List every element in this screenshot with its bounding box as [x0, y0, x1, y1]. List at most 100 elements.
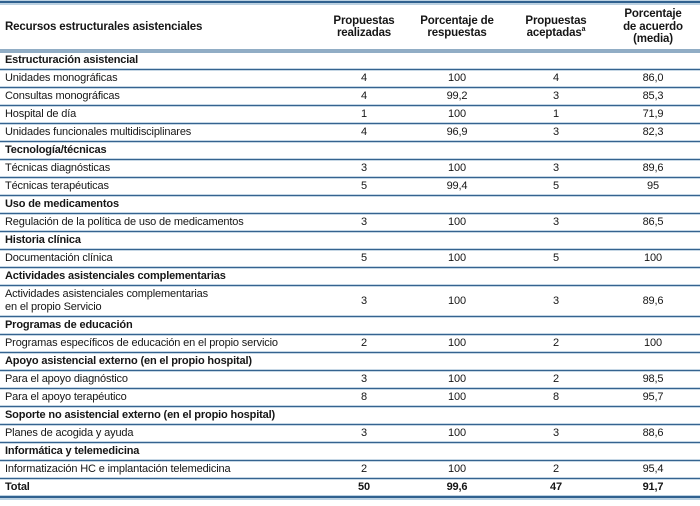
- row-value: 85,3: [642, 90, 664, 102]
- column-header-porcentaje-respuestas: Porcentaje de respuestas: [420, 14, 494, 40]
- row-divider: [0, 387, 700, 390]
- row-label: Técnicas diagnósticas: [5, 162, 111, 174]
- row-value: 8: [361, 391, 367, 403]
- row-value: 2: [553, 373, 559, 385]
- row-value: 5: [553, 180, 559, 192]
- row-value: 100: [448, 294, 466, 307]
- table-row: Para el apoyo terapéutico 8 100 8 95,7: [0, 390, 700, 405]
- row-divider: [0, 140, 700, 143]
- row-value: 99,4: [446, 180, 468, 192]
- footnote-marker-a: a: [581, 26, 586, 34]
- row-value: 3: [361, 216, 367, 228]
- table-row: Para el apoyo diagnóstico 3 100 2 98,5: [0, 372, 700, 387]
- row-value: 3: [553, 162, 559, 174]
- row-value: 3: [553, 126, 559, 138]
- row-label: Historia clínica: [5, 234, 81, 246]
- row-divider: [0, 104, 700, 107]
- row-divider: [0, 284, 700, 287]
- row-value: 3: [553, 427, 559, 439]
- row-divider: [0, 315, 700, 318]
- row-value: 96,9: [446, 126, 468, 138]
- row-value: 1: [553, 108, 559, 120]
- row-value: 100: [448, 72, 466, 84]
- table-row: Regulación de la política de uso de medi…: [0, 215, 700, 230]
- table-row: Informatización HC e implantación teleme…: [0, 462, 700, 477]
- table-row: Actividades asistenciales complementaria…: [0, 269, 700, 284]
- table-row: Uso de medicamentos: [0, 197, 700, 212]
- row-label: Hospital de día: [5, 108, 77, 120]
- table-row: Soporte no asistencial externo (en el pr…: [0, 408, 700, 423]
- row-divider: [0, 176, 700, 179]
- row-divider: [0, 351, 700, 354]
- row-value: 95,4: [642, 463, 664, 475]
- row-value: 3: [361, 294, 367, 307]
- row-value: 2: [553, 337, 559, 349]
- row-value: 5: [361, 180, 367, 192]
- row-label: Documentación clínica: [5, 252, 113, 264]
- row-value: 100: [448, 463, 466, 475]
- row-divider: [0, 158, 700, 161]
- row-value: 5: [553, 252, 559, 264]
- table-row: Actividades asistenciales complementaria…: [0, 287, 700, 315]
- row-value: 86,0: [642, 72, 664, 84]
- row-value: 5: [361, 252, 367, 264]
- row-value: 50: [358, 481, 370, 493]
- row-divider: [0, 266, 700, 269]
- table-row: Técnicas diagnósticas 3 100 3 89,6: [0, 161, 700, 176]
- row-value: 100: [644, 337, 662, 349]
- row-label: Total: [5, 481, 30, 493]
- column-header-recursos: Recursos estructurales asistenciales: [5, 20, 203, 33]
- row-divider: [0, 86, 700, 89]
- table-top-rule: [0, 0, 700, 5]
- row-label: Apoyo asistencial externo (en el propio …: [5, 355, 252, 367]
- row-value: 100: [448, 252, 466, 264]
- row-divider: [0, 122, 700, 125]
- row-value: 2: [361, 463, 367, 475]
- row-value: 99,2: [446, 90, 468, 102]
- row-value: 71,9: [642, 108, 664, 120]
- row-label: Informatización HC e implantación teleme…: [5, 463, 231, 475]
- table-row: Consultas monográficas 4 99,2 3 85,3: [0, 89, 700, 104]
- row-divider: [0, 369, 700, 372]
- row-value: 89,6: [642, 162, 664, 174]
- table-row: Programas específicos de educación en el…: [0, 336, 700, 351]
- row-label: Programas específicos de educación en el…: [5, 337, 278, 349]
- row-value: 4: [361, 90, 367, 102]
- row-value: 100: [448, 373, 466, 385]
- row-divider: [0, 459, 700, 462]
- row-value: 4: [361, 126, 367, 138]
- row-label: Actividades asistenciales complementaria…: [5, 270, 226, 282]
- header-rule: [0, 49, 700, 53]
- row-divider: [0, 333, 700, 336]
- row-value: 98,5: [642, 373, 664, 385]
- row-value: 4: [361, 72, 367, 84]
- row-label: Para el apoyo terapéutico: [5, 391, 127, 403]
- table-row: Unidades monográficas 4 100 4 86,0: [0, 71, 700, 86]
- row-divider: [0, 441, 700, 444]
- row-label: Consultas monográficas: [5, 90, 120, 102]
- row-value: 100: [448, 337, 466, 349]
- column-header-porcentaje-acuerdo: Porcentaje de acuerdo (media): [623, 8, 683, 46]
- row-value: 95: [647, 180, 659, 192]
- row-divider: [0, 477, 700, 480]
- row-value: 3: [361, 162, 367, 174]
- table-row: Planes de acogida y ayuda 3 100 3 88,6: [0, 426, 700, 441]
- table-row: Hospital de día 1 100 1 71,9: [0, 107, 700, 122]
- row-value: 1: [361, 108, 367, 120]
- row-label: Unidades funcionales multidisciplinares: [5, 126, 192, 138]
- row-label: Regulación de la política de uso de medi…: [5, 216, 244, 228]
- row-label: Técnicas terapéuticas: [5, 180, 109, 192]
- row-label: Planes de acogida y ayuda: [5, 427, 134, 439]
- row-divider: [0, 405, 700, 408]
- row-value: 3: [553, 90, 559, 102]
- row-value: 89,6: [642, 294, 664, 307]
- row-value: 95,7: [642, 391, 664, 403]
- row-value: 100: [448, 162, 466, 174]
- row-value: 47: [550, 481, 562, 493]
- row-value: 2: [553, 463, 559, 475]
- row-label: Actividades asistenciales complementaria…: [5, 288, 208, 313]
- column-header-propuestas-aceptadas: Propuestas aceptadasa: [506, 15, 606, 40]
- row-label: Para el apoyo diagnóstico: [5, 373, 128, 385]
- row-label: Programas de educación: [5, 319, 133, 331]
